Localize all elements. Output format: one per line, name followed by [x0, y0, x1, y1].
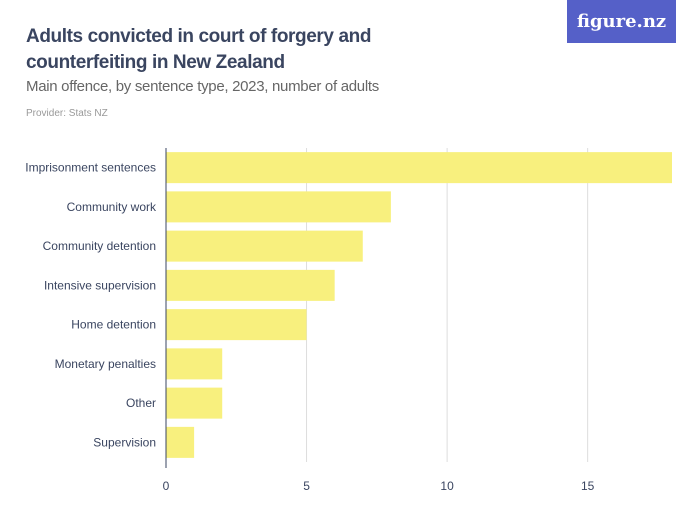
bar: [166, 426, 195, 458]
figure-nz-logo[interactable]: figure.nz: [567, 0, 676, 43]
category-label: Supervision: [93, 435, 156, 449]
category-label: Imprisonment sentences: [25, 161, 156, 175]
bar: [166, 309, 307, 341]
category-label: Other: [126, 396, 156, 410]
bar: [166, 230, 363, 262]
bar: [166, 269, 335, 301]
x-tick-label: 10: [440, 479, 454, 493]
bar: [166, 348, 223, 380]
category-label: Intensive supervision: [44, 278, 156, 292]
chart-subtitle: Main offence, by sentence type, 2023, nu…: [26, 78, 379, 95]
provider-label: Provider: Stats NZ: [26, 108, 108, 119]
x-tick-label: 15: [581, 479, 595, 493]
x-tick-label: 5: [303, 479, 310, 493]
chart-title: Adults convicted in court of forgery and…: [26, 26, 372, 73]
bar: [166, 387, 223, 419]
category-label: Monetary penalties: [55, 357, 156, 371]
category-label: Home detention: [71, 318, 156, 332]
bar: [166, 191, 391, 223]
category-label: Community work: [67, 200, 157, 214]
x-tick-label: 0: [163, 479, 170, 493]
bar: [166, 152, 672, 184]
category-label: Community detention: [43, 239, 156, 253]
